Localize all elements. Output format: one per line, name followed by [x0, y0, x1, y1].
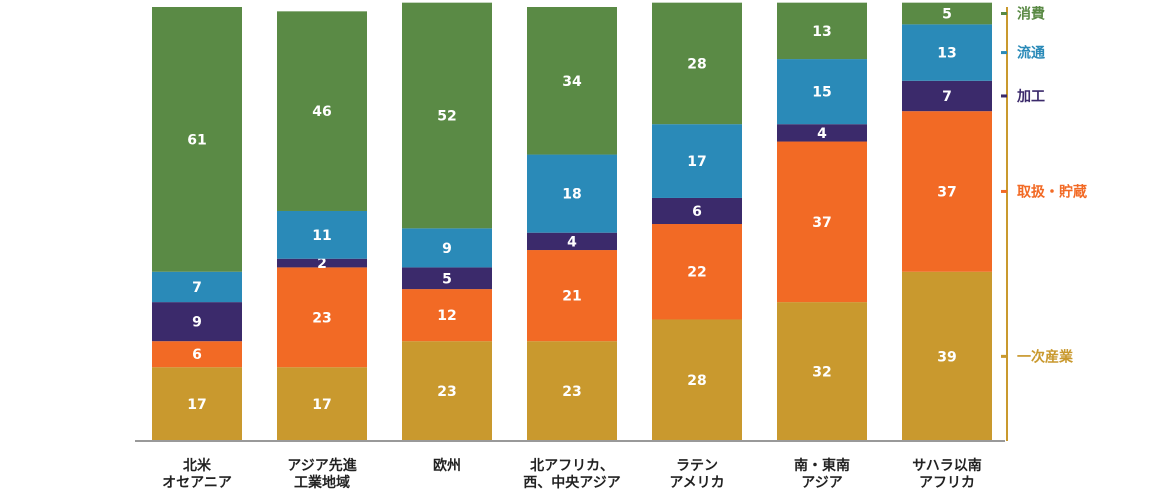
bar-segment — [152, 341, 242, 368]
data-label: 9 — [192, 315, 202, 331]
bar-segment — [652, 319, 742, 441]
data-label: 17 — [187, 397, 206, 413]
bar-segment — [902, 80, 992, 112]
category-label: サハラ以南 — [912, 457, 981, 474]
bars-group: 1769761172321146231259522321418342822617… — [152, 2, 992, 441]
data-label: 5 — [442, 271, 452, 287]
bar-segment — [402, 267, 492, 290]
data-label: 52 — [437, 109, 456, 125]
data-label: 32 — [812, 365, 831, 381]
bar-segment — [777, 141, 867, 303]
category-label: 工業地域 — [294, 474, 350, 491]
bar-segment — [652, 197, 742, 224]
legend: 一次産業 取扱・貯蔵 加工 流通 消費 — [1001, 6, 1087, 365]
data-label: 18 — [562, 187, 581, 203]
category-label: アジア — [801, 475, 842, 491]
data-label: 15 — [812, 85, 831, 101]
legend-label: 加工 — [1016, 89, 1045, 105]
data-label: 13 — [812, 24, 831, 40]
data-label: 37 — [937, 184, 956, 200]
category-label: 北米 — [183, 457, 212, 474]
bar-segment — [402, 2, 492, 229]
bar-segment — [277, 11, 367, 211]
category-label: アジア先進 — [287, 457, 356, 474]
bar-segment — [152, 367, 242, 441]
data-label: 7 — [942, 89, 952, 105]
data-label: 13 — [937, 46, 956, 62]
bar-segment — [902, 24, 992, 81]
bar-segment — [777, 302, 867, 441]
bar-segment — [527, 154, 617, 233]
bar-segment — [902, 271, 992, 441]
bar-segment — [277, 210, 367, 259]
bar-segment — [152, 302, 242, 342]
data-label: 4 — [817, 126, 827, 142]
bar-segment — [402, 289, 492, 342]
bar-segment — [402, 228, 492, 268]
legend-label: 消費 — [1017, 6, 1045, 23]
bar-segment — [527, 250, 617, 342]
data-label: 37 — [812, 215, 831, 231]
bar-segment — [152, 271, 242, 303]
bar-segment — [402, 341, 492, 441]
data-label: 6 — [192, 347, 202, 363]
data-label: 12 — [437, 308, 456, 324]
data-label: 23 — [312, 310, 331, 326]
data-label: 7 — [192, 280, 202, 296]
bar-segment — [652, 2, 742, 125]
data-label: 17 — [687, 154, 706, 170]
data-label: 23 — [437, 384, 456, 400]
category-label: オセアニア — [162, 475, 232, 491]
legend-label: 一次産業 — [1017, 348, 1074, 365]
category-label: 西、中央アジア — [523, 474, 620, 491]
bar-segment — [777, 124, 867, 142]
category-label: 欧州 — [433, 457, 461, 474]
category-label: アメリカ — [669, 475, 724, 491]
bar-segment — [277, 267, 367, 368]
data-label: 4 — [567, 234, 577, 250]
bar-segment — [902, 2, 992, 25]
bar-segment — [277, 367, 367, 441]
data-label: 5 — [942, 7, 952, 23]
data-label: 23 — [562, 384, 581, 400]
data-label: 17 — [312, 397, 331, 413]
bar-segment — [527, 7, 617, 155]
data-label: 28 — [687, 373, 706, 389]
bar-segment — [277, 258, 367, 268]
data-label: 2 — [317, 256, 327, 272]
category-label: ラテン — [676, 458, 718, 474]
bar-segment — [652, 124, 742, 198]
bar-segment — [902, 111, 992, 272]
bar-segment — [777, 59, 867, 125]
data-label: 21 — [562, 289, 581, 305]
bar-segment — [152, 7, 242, 272]
legend-label: 取扱・貯蔵 — [1017, 183, 1087, 200]
category-label: 北アフリカ、 — [530, 458, 614, 474]
data-label: 9 — [442, 241, 452, 257]
bar-segment — [527, 341, 617, 441]
data-label: 61 — [187, 132, 206, 148]
bar-segment — [527, 232, 617, 251]
data-label: 28 — [687, 56, 706, 72]
data-label: 22 — [687, 265, 706, 281]
category-label: アフリカ — [919, 475, 975, 491]
legend-label: 流通 — [1017, 45, 1045, 62]
data-label: 6 — [692, 204, 702, 220]
bar-segment — [652, 224, 742, 320]
category-label: 南・東南 — [794, 457, 850, 474]
data-label: 34 — [562, 74, 582, 90]
data-label: 46 — [312, 104, 331, 120]
data-label: 39 — [937, 349, 956, 365]
bar-segment — [777, 2, 867, 60]
data-label: 11 — [312, 228, 331, 244]
